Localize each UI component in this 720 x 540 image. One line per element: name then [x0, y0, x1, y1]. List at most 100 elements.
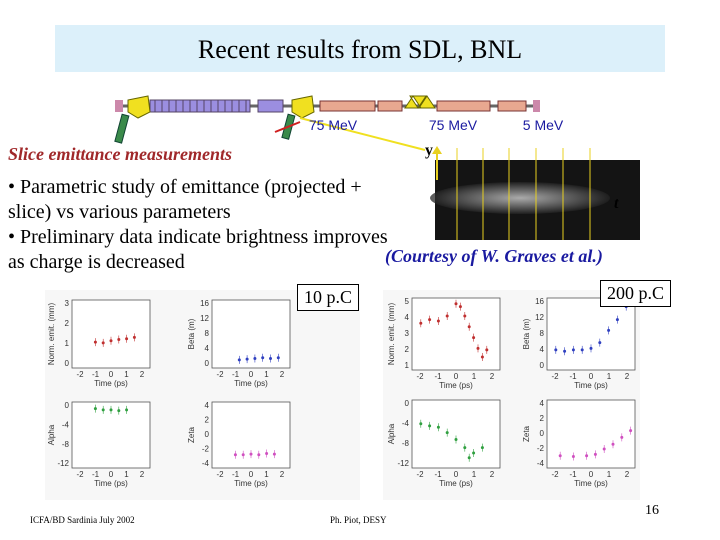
- y-tick-label: -2: [202, 445, 210, 454]
- x-axis-label: Time (ps): [234, 379, 268, 388]
- y-tick-label: 8: [540, 329, 545, 338]
- charge-label: 10 p.C: [297, 284, 360, 311]
- y-axis-label: Norm. emit. (mm): [47, 303, 56, 366]
- y-axis-label: Zeta: [187, 426, 196, 443]
- plot-frame: [71, 299, 151, 369]
- y-tick-label: -4: [537, 459, 545, 468]
- y-tick-label: -8: [62, 440, 70, 449]
- y-tick-label: -2: [537, 444, 545, 453]
- x-tick-label: 1: [607, 470, 612, 479]
- y-tick-label: 0: [405, 399, 410, 408]
- x-axis-label: Time (ps): [574, 479, 608, 488]
- y-tick-label: -4: [202, 459, 210, 468]
- x-axis-label: Time (ps): [94, 479, 128, 488]
- bullet: • Preliminary data indicate brightness i…: [8, 226, 388, 273]
- y-tick-label: 4: [205, 401, 210, 410]
- x-tick-label: 2: [625, 470, 630, 479]
- x-axis-label: Time (ps): [94, 379, 128, 388]
- y-axis-label: Alpha: [387, 423, 396, 444]
- y-tick-label: 3: [65, 299, 70, 308]
- y-tick-label: 8: [205, 329, 210, 338]
- y-tick-label: 5: [405, 297, 410, 306]
- y-tick-label: -8: [402, 439, 410, 448]
- x-tick-label: -2: [76, 370, 84, 379]
- x-tick-label: 0: [249, 470, 254, 479]
- x-tick-label: 2: [625, 372, 630, 381]
- x-tick-label: 1: [124, 470, 129, 479]
- x-tick-label: -1: [434, 470, 442, 479]
- axis-t-label: t: [614, 195, 619, 212]
- streak-image: [430, 146, 640, 240]
- y-tick-label: 0: [205, 359, 210, 368]
- x-tick-label: -1: [232, 470, 240, 479]
- y-axis-label: Beta (m): [187, 318, 196, 349]
- x-tick-label: -1: [232, 370, 240, 379]
- x-tick-label: -1: [569, 372, 577, 381]
- x-tick-label: 0: [109, 370, 114, 379]
- x-tick-label: -1: [434, 372, 442, 381]
- y-tick-label: 4: [540, 345, 545, 354]
- y-tick-label: 16: [200, 299, 209, 308]
- y-tick-label: 12: [200, 314, 209, 323]
- energy-label: 5 MeV: [523, 117, 564, 133]
- x-tick-label: 1: [264, 470, 269, 479]
- x-tick-label: -2: [551, 372, 559, 381]
- x-tick-label: -2: [416, 372, 424, 381]
- x-tick-label: 1: [472, 470, 477, 479]
- y-axis-label: Zeta: [522, 425, 531, 442]
- y-tick-label: 1: [65, 339, 70, 348]
- y-tick-label: 0: [540, 361, 545, 370]
- plot-frame: [546, 297, 636, 371]
- y-tick-label: 2: [205, 416, 210, 425]
- x-tick-label: 0: [249, 370, 254, 379]
- x-tick-label: 1: [124, 370, 129, 379]
- y-tick-label: -12: [397, 459, 409, 468]
- x-tick-label: -2: [416, 470, 424, 479]
- x-tick-label: 1: [264, 370, 269, 379]
- y-tick-label: 3: [405, 329, 410, 338]
- y-tick-label: 2: [540, 414, 545, 423]
- x-tick-label: 0: [109, 470, 114, 479]
- y-tick-label: -12: [57, 459, 69, 468]
- section-heading: Slice emittance measurements: [8, 144, 232, 164]
- plot-frame: [211, 299, 291, 369]
- x-tick-label: -2: [76, 470, 84, 479]
- y-tick-label: 4: [540, 399, 545, 408]
- charge-label: 200 p.C: [600, 280, 672, 307]
- y-axis-label: Beta (m): [522, 318, 531, 349]
- y-tick-label: 1: [405, 361, 410, 370]
- x-tick-label: 2: [280, 470, 285, 479]
- x-tick-label: -2: [216, 470, 224, 479]
- x-tick-label: -1: [92, 470, 100, 479]
- x-tick-label: 2: [140, 470, 145, 479]
- y-tick-label: 16: [535, 297, 544, 306]
- energy-label: 75 MeV: [429, 117, 478, 133]
- bullet: • Parametric study of emittance (project…: [8, 176, 362, 223]
- x-tick-label: -2: [216, 370, 224, 379]
- x-tick-label: 2: [140, 370, 145, 379]
- x-tick-label: 0: [454, 470, 459, 479]
- page-number: 16: [645, 503, 659, 518]
- plot-frame: [546, 399, 636, 469]
- y-tick-label: 2: [405, 345, 410, 354]
- bullet-list: • Parametric study of emittance (project…: [8, 175, 408, 275]
- y-tick-label: 4: [205, 344, 210, 353]
- y-tick-label: 2: [65, 319, 70, 328]
- axis-y-label: y: [425, 142, 433, 159]
- x-tick-label: -1: [569, 470, 577, 479]
- y-tick-label: 4: [405, 313, 410, 322]
- footer-center: Ph. Piot, DESY: [330, 515, 387, 525]
- plot-frame: [411, 399, 501, 469]
- energy-label: 75 MeV: [309, 117, 358, 133]
- x-tick-label: 2: [490, 372, 495, 381]
- x-tick-label: 2: [280, 370, 285, 379]
- y-tick-label: -4: [62, 420, 70, 429]
- y-axis-label: Norm. emit. (mm): [387, 303, 396, 366]
- y-tick-label: 0: [205, 430, 210, 439]
- x-axis-label: Time (ps): [439, 381, 473, 390]
- x-axis-label: Time (ps): [234, 479, 268, 488]
- credit: (Courtesy of W. Graves et al.): [385, 246, 603, 266]
